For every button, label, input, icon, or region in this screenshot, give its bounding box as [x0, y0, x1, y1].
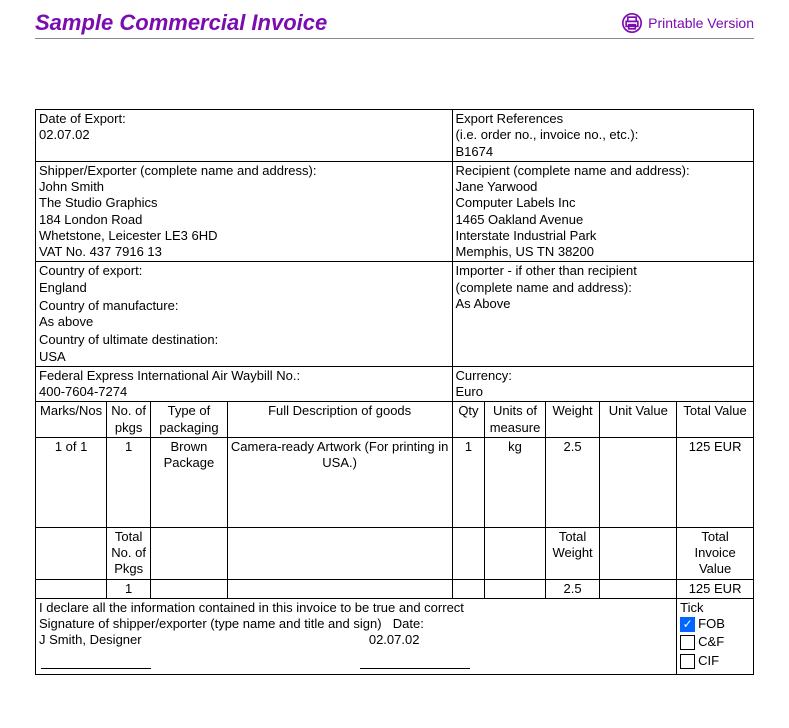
col-marks: Marks/Nos — [36, 402, 107, 438]
label-shipper: Shipper/Exporter (complete name and addr… — [39, 163, 449, 179]
col-desc: Full Description of goods — [227, 402, 452, 438]
total-value: 125 EUR — [677, 579, 754, 598]
shipper-addr1: 184 London Road — [39, 212, 449, 228]
printable-version-link[interactable]: Printable Version — [622, 13, 754, 33]
printable-label: Printable Version — [648, 15, 754, 31]
shipper-company: The Studio Graphics — [39, 195, 449, 211]
signature-label: Signature of shipper/exporter (type name… — [39, 616, 382, 631]
cell-country-manufacture: Country of manufacture: As above — [36, 297, 453, 332]
recipient-name: Jane Yarwood — [456, 179, 751, 195]
signature-line-2 — [360, 668, 470, 669]
blank-cell — [151, 579, 228, 598]
value-waybill: 400-7604-7274 — [39, 384, 449, 400]
tick-label: Tick — [680, 600, 750, 616]
cell-waybill: Federal Express International Air Waybil… — [36, 366, 453, 402]
label-importer: Importer - if other than recipient — [456, 263, 751, 279]
row-pkgs: 1 — [107, 437, 151, 527]
label-country-manufacture: Country of manufacture: — [39, 298, 449, 314]
cell-declaration: I declare all the information contained … — [36, 598, 677, 674]
col-qty: Qty — [452, 402, 485, 438]
signature-line-1 — [41, 668, 151, 669]
total-weight: 2.5 — [545, 579, 600, 598]
blank-cell — [485, 527, 545, 579]
value-export-ref: B1674 — [456, 144, 751, 160]
declaration-text: I declare all the information contained … — [39, 600, 673, 616]
label-export-references-sub: (i.e. order no., invoice no., etc.): — [456, 127, 751, 143]
value-importer: As Above — [456, 296, 751, 312]
blank-cell — [452, 579, 485, 598]
blank-cell — [227, 579, 452, 598]
checkbox-cif[interactable] — [680, 654, 695, 669]
shipper-name: John Smith — [39, 179, 449, 195]
table-row: 1 of 1 1 Brown Package Camera-ready Artw… — [36, 437, 754, 527]
shipper-vat: VAT No. 437 7916 13 — [39, 244, 449, 260]
total-pkgs: 1 — [107, 579, 151, 598]
value-country-destination: USA — [39, 349, 449, 365]
col-no-pkgs: No. of pkgs — [107, 402, 151, 438]
row-unit-value — [600, 437, 677, 527]
col-weight: Weight — [545, 402, 600, 438]
col-type-pkg: Type of packaging — [151, 402, 228, 438]
invoice-table: Date of Export: 02.07.02 Export Referenc… — [35, 109, 754, 675]
cell-currency: Currency: Euro — [452, 366, 754, 402]
label-export-references: Export References — [456, 111, 751, 127]
col-unit-value: Unit Value — [600, 402, 677, 438]
recipient-addr1: 1465 Oakland Avenue — [456, 212, 751, 228]
blank-cell — [227, 527, 452, 579]
cell-shipper: Shipper/Exporter (complete name and addr… — [36, 161, 453, 262]
row-type: Brown Package — [151, 437, 228, 527]
blank-cell — [600, 579, 677, 598]
fob-label: FOB — [698, 616, 725, 631]
blank-cell — [600, 527, 677, 579]
blank-cell — [36, 579, 107, 598]
header-bar: Sample Commercial Invoice Printable Vers… — [35, 10, 754, 39]
cell-country-destination: Country of ultimate destination: USA — [36, 331, 453, 366]
date-label: Date: — [393, 616, 424, 631]
row-desc: Camera-ready Artwork (For printing in US… — [227, 437, 452, 527]
recipient-addr3: Memphis, US TN 38200 — [456, 244, 751, 260]
label-country-export: Country of export: — [39, 263, 449, 279]
label-currency: Currency: — [456, 368, 751, 384]
value-country-export: England — [39, 280, 449, 296]
cell-recipient: Recipient (complete name and address): J… — [452, 161, 754, 262]
value-currency: Euro — [456, 384, 751, 400]
label-waybill: Federal Express International Air Waybil… — [39, 368, 449, 384]
cif-label: CIF — [698, 653, 719, 668]
label-importer-sub: (complete name and address): — [456, 280, 751, 296]
cell-country-export: Country of export: England — [36, 262, 453, 297]
value-date-of-export: 02.07.02 — [39, 127, 449, 143]
col-total-value: Total Value — [677, 402, 754, 438]
label-country-destination: Country of ultimate destination: — [39, 332, 449, 348]
cell-importer: Importer - if other than recipient (comp… — [452, 262, 754, 367]
page-title: Sample Commercial Invoice — [35, 10, 327, 36]
row-marks: 1 of 1 — [36, 437, 107, 527]
row-qty: 1 — [452, 437, 485, 527]
label-recipient: Recipient (complete name and address): — [456, 163, 751, 179]
label-date-of-export: Date of Export: — [39, 111, 449, 127]
cf-label: C&F — [698, 634, 724, 649]
checkbox-fob[interactable]: ✓ — [680, 617, 695, 632]
blank-cell — [151, 527, 228, 579]
label-total-pkgs: Total No. of Pkgs — [107, 527, 151, 579]
checkbox-cf[interactable] — [680, 635, 695, 650]
cell-export-references: Export References (i.e. order no., invoi… — [452, 110, 754, 162]
sign-date: 02.07.02 — [369, 632, 420, 647]
blank-cell — [485, 579, 545, 598]
signer: J Smith, Designer — [39, 632, 142, 647]
col-units: Units of measure — [485, 402, 545, 438]
cell-date-of-export: Date of Export: 02.07.02 — [36, 110, 453, 162]
recipient-addr2: Interstate Industrial Park — [456, 228, 751, 244]
blank-cell — [36, 527, 107, 579]
cell-tick: Tick ✓FOB C&F CIF — [677, 598, 754, 674]
label-total-weight: Total Weight — [545, 527, 600, 579]
label-total-invoice-value: Total Invoice Value — [677, 527, 754, 579]
value-country-manufacture: As above — [39, 314, 449, 330]
shipper-addr2: Whetstone, Leicester LE3 6HD — [39, 228, 449, 244]
print-icon — [622, 13, 642, 33]
row-weight: 2.5 — [545, 437, 600, 527]
blank-cell — [452, 527, 485, 579]
recipient-company: Computer Labels Inc — [456, 195, 751, 211]
row-total-value: 125 EUR — [677, 437, 754, 527]
row-units: kg — [485, 437, 545, 527]
